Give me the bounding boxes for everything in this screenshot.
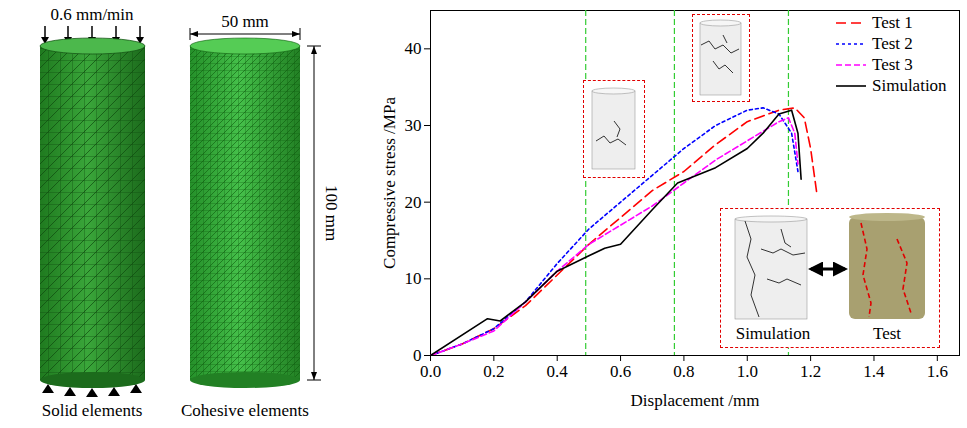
svg-text:1.4: 1.4 [863,362,885,381]
svg-text:0: 0 [413,345,422,365]
svg-text:Compressive stress /MPa: Compressive stress /MPa [380,97,399,269]
svg-text:0.0: 0.0 [420,362,441,381]
svg-text:1.6: 1.6 [927,362,948,381]
html-text:Test 2: Test 2 [872,34,913,53]
html-text:Test 1: Test 1 [872,13,913,32]
svg-text:Simulation: Simulation [736,324,811,343]
svg-text:0.6: 0.6 [610,362,631,381]
svg-text:0.8: 0.8 [673,362,694,381]
html-text:Simulation: Simulation [872,76,947,95]
svg-text:Cohesive elements: Cohesive elements [181,401,309,420]
svg-text:1.0: 1.0 [737,362,758,381]
svg-text:0.2: 0.2 [483,362,504,381]
svg-text:10: 10 [405,269,422,288]
svg-text:100 mm: 100 mm [322,185,341,241]
svg-text:Solid elements: Solid elements [42,401,143,420]
svg-text:Test: Test [873,324,901,343]
svg-text:40: 40 [405,39,422,58]
svg-text:Displacement /mm: Displacement /mm [631,391,760,410]
svg-text:0.6 mm/min: 0.6 mm/min [50,5,134,24]
svg-text:1.2: 1.2 [800,362,821,381]
svg-text:50 mm: 50 mm [221,12,269,31]
svg-text:20: 20 [405,193,422,212]
svg-text:30: 30 [405,116,422,135]
svg-text:0.4: 0.4 [547,362,569,381]
html-text:Test 3: Test 3 [872,55,913,74]
